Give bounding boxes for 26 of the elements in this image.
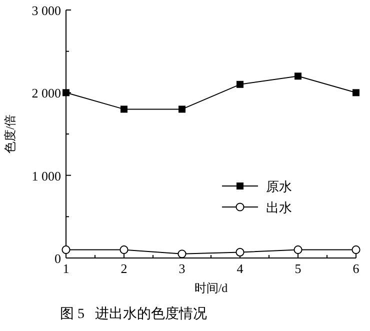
point (352, 245, 360, 254)
point (120, 106, 128, 113)
x-tick-label: 4 (236, 261, 244, 276)
point (178, 250, 186, 258)
legend-label: 出水 (266, 200, 292, 215)
point (120, 245, 128, 254)
x-axis-title: 时间/d (194, 281, 228, 295)
point (178, 106, 186, 113)
point (352, 89, 360, 96)
x-tick-label: 3 (178, 261, 186, 276)
x-tick-label: 5 (294, 261, 302, 276)
point (236, 248, 244, 257)
legend-label: 原水 (266, 179, 292, 194)
point (236, 80, 244, 88)
y-tick-label: 1 000 (32, 168, 61, 184)
x-tick-label: 2 (120, 261, 128, 276)
y-tick-label: 3 000 (32, 3, 61, 18)
y-tick-label: 2 000 (32, 86, 61, 101)
y-axis-title: 色度/倍 (3, 114, 17, 154)
caption: 图 5 进出水的色度情况 (60, 306, 207, 322)
point (62, 245, 70, 254)
y-tick-label: 0 (54, 251, 61, 266)
point (294, 245, 302, 254)
point (294, 72, 302, 80)
x-tick-label: 6 (352, 261, 360, 276)
x-tick-label: 1 (62, 261, 70, 276)
